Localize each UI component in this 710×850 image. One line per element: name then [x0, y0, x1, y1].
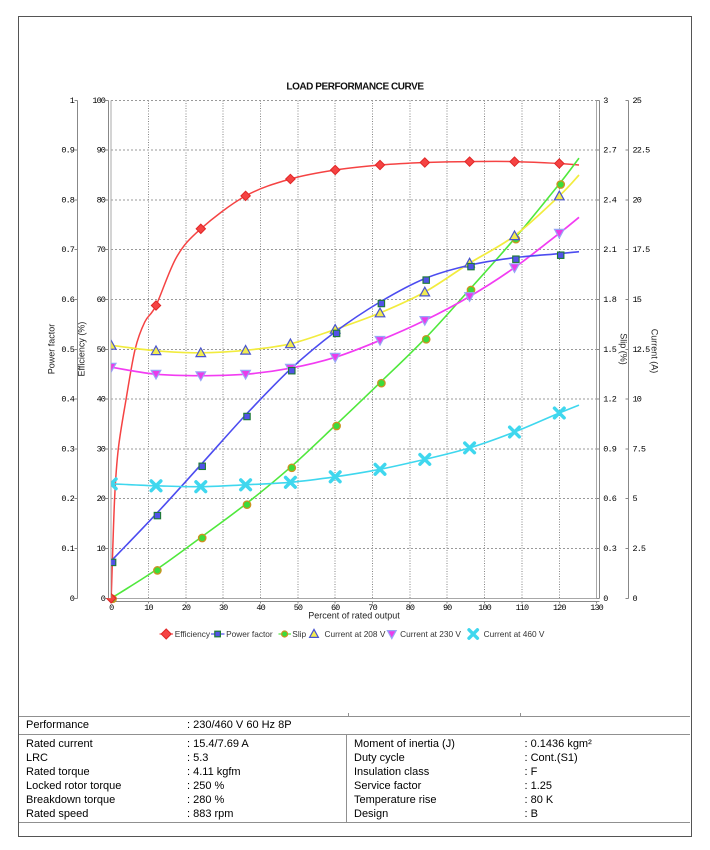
svg-text:3: 3: [603, 96, 608, 106]
svg-text:0: 0: [70, 594, 75, 604]
svg-text:20: 20: [97, 494, 106, 504]
svg-text:20: 20: [182, 603, 191, 613]
svg-text:25: 25: [633, 96, 642, 106]
svg-text:Current (A): Current (A): [650, 329, 660, 374]
svg-text:0: 0: [109, 603, 114, 613]
svg-text:0.8: 0.8: [61, 195, 74, 205]
svg-text:Power factor: Power factor: [47, 324, 57, 375]
svg-text:0: 0: [101, 594, 106, 604]
svg-text:100: 100: [478, 603, 491, 613]
svg-text:0: 0: [633, 594, 638, 604]
svg-text:30: 30: [219, 603, 228, 613]
svg-text:LOAD PERFORMANCE CURVE: LOAD PERFORMANCE CURVE: [286, 82, 424, 93]
svg-text:Efficiency: Efficiency: [175, 629, 211, 639]
svg-text:Current at 460 V: Current at 460 V: [484, 629, 545, 639]
svg-text:2.5: 2.5: [633, 544, 646, 554]
svg-text:20: 20: [633, 195, 642, 205]
svg-text:0.4: 0.4: [61, 395, 74, 405]
svg-text:50: 50: [97, 345, 106, 355]
svg-text:7.5: 7.5: [633, 444, 646, 454]
svg-text:10: 10: [97, 544, 106, 554]
svg-text:0.2: 0.2: [61, 494, 74, 504]
svg-text:60: 60: [97, 295, 106, 305]
svg-text:40: 40: [256, 603, 265, 613]
svg-text:Current at 230 V: Current at 230 V: [400, 629, 461, 639]
svg-text:1.2: 1.2: [603, 395, 616, 405]
svg-text:Power factor: Power factor: [226, 629, 273, 639]
svg-text:70: 70: [368, 603, 377, 613]
svg-text:Percent of rated output: Percent of rated output: [308, 611, 400, 621]
svg-text:0.6: 0.6: [61, 295, 74, 305]
svg-text:120: 120: [553, 603, 566, 613]
svg-text:40: 40: [97, 395, 106, 405]
svg-text:0.5: 0.5: [61, 345, 74, 355]
svg-text:80: 80: [97, 195, 106, 205]
svg-text:2.1: 2.1: [603, 245, 616, 255]
svg-text:5: 5: [633, 494, 638, 504]
svg-text:Slip (%): Slip (%): [619, 333, 629, 365]
svg-text:2.4: 2.4: [603, 195, 616, 205]
svg-text:130: 130: [590, 603, 603, 613]
svg-text:110: 110: [516, 603, 529, 613]
svg-text:10: 10: [633, 395, 642, 405]
svg-text:0.3: 0.3: [61, 444, 74, 454]
svg-text:70: 70: [97, 245, 106, 255]
svg-text:90: 90: [443, 603, 452, 613]
svg-text:50: 50: [294, 603, 303, 613]
svg-text:60: 60: [331, 603, 340, 613]
svg-text:0.9: 0.9: [603, 444, 616, 454]
svg-text:Efficiency (%): Efficiency (%): [77, 322, 87, 377]
svg-text:30: 30: [97, 444, 106, 454]
svg-text:22.5: 22.5: [633, 146, 651, 156]
svg-text:90: 90: [97, 146, 106, 156]
svg-text:2.7: 2.7: [603, 146, 616, 156]
svg-text:Current at 208 V: Current at 208 V: [325, 629, 386, 639]
svg-text:Slip: Slip: [292, 629, 306, 639]
svg-text:1.8: 1.8: [603, 295, 616, 305]
svg-text:0.6: 0.6: [603, 494, 616, 504]
svg-text:1: 1: [70, 96, 75, 106]
svg-text:0.1: 0.1: [61, 544, 74, 554]
svg-text:0.9: 0.9: [61, 146, 74, 156]
svg-text:0.3: 0.3: [603, 544, 616, 554]
svg-text:100: 100: [92, 96, 105, 106]
svg-text:80: 80: [406, 603, 415, 613]
svg-text:1.5: 1.5: [603, 345, 616, 355]
svg-text:10: 10: [144, 603, 153, 613]
svg-text:12.5: 12.5: [633, 345, 651, 355]
svg-text:17.5: 17.5: [633, 245, 651, 255]
svg-text:0: 0: [603, 594, 608, 604]
svg-text:0.7: 0.7: [61, 245, 74, 255]
svg-text:15: 15: [633, 295, 642, 305]
